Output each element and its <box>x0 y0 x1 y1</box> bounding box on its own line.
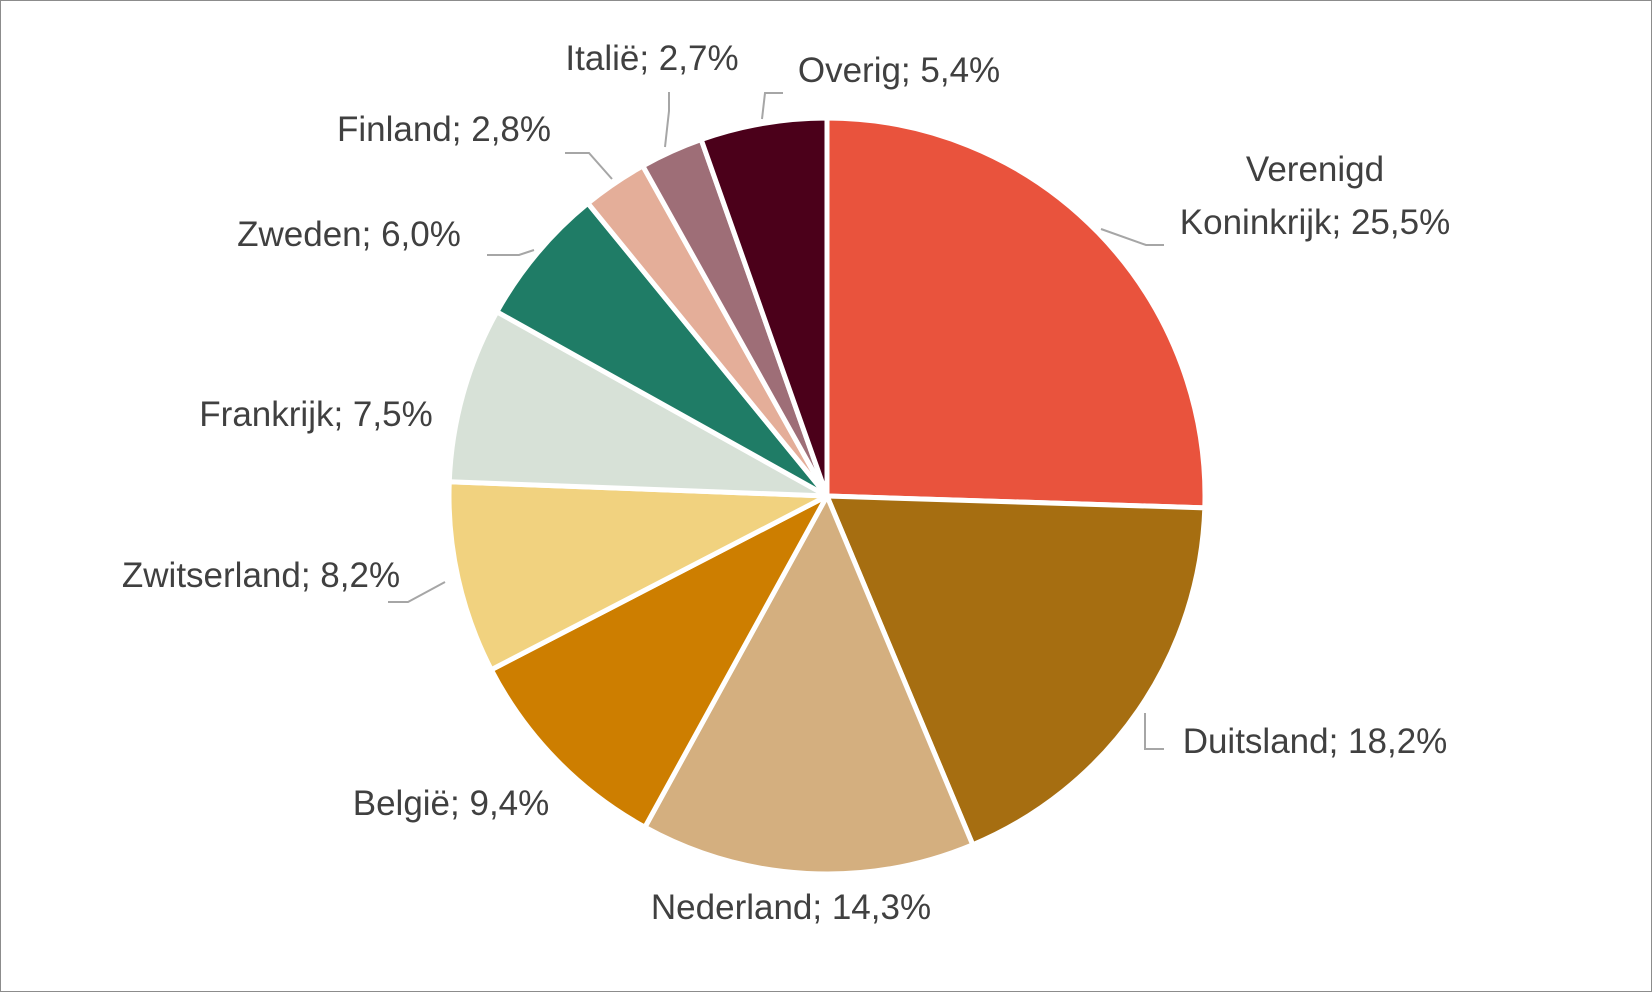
pie-slice-frankrijk <box>446 309 830 499</box>
pie-slice-verenigd-koninkrijk <box>824 115 1208 511</box>
data-label-zweden: Zweden; 6,0% <box>237 215 461 254</box>
pie-slice-zweden <box>494 200 830 499</box>
data-labels-layer: Verenigd Koninkrijk; 25,5% Duitsland; 18,2… <box>122 39 1450 927</box>
pie-slice-belgie <box>488 493 830 830</box>
data-label-duitsland: Duitsland; 18,2% <box>1183 722 1448 761</box>
leader-line-overig <box>761 92 783 120</box>
data-label-nederland: Nederland; 14,3% <box>651 888 931 927</box>
leader-line-italie <box>664 92 670 148</box>
slices-layer <box>446 115 1208 877</box>
leader-line-finland <box>565 152 613 180</box>
pie-slice-nederland <box>642 493 976 877</box>
data-label-belgie: België; 9,4% <box>353 784 550 823</box>
data-label-finland: Finland; 2,8% <box>337 110 551 149</box>
leader-line-zwitserland <box>388 581 446 603</box>
data-label-zwitserland: Zwitserland; 8,2% <box>122 556 400 595</box>
leader-line-verenigd-koninkrijk <box>1100 228 1164 246</box>
pie-slice-zwitserland <box>446 479 830 673</box>
data-label-frankrijk: Frankrijk; 7,5% <box>199 395 432 434</box>
leader-line-duitsland <box>1144 713 1164 750</box>
data-label-italie: Italië; 2,7% <box>565 39 738 78</box>
pie-slice-overig <box>698 115 830 499</box>
pie-slice-duitsland <box>824 493 1208 848</box>
data-label-overig: Overig; 5,4% <box>798 51 1000 90</box>
data-label-verenigd-koninkrijk: Verenigd Koninkrijk; 25,5% <box>1180 150 1450 242</box>
leader-lines-layer <box>388 92 1164 750</box>
leader-line-zweden <box>487 249 535 256</box>
